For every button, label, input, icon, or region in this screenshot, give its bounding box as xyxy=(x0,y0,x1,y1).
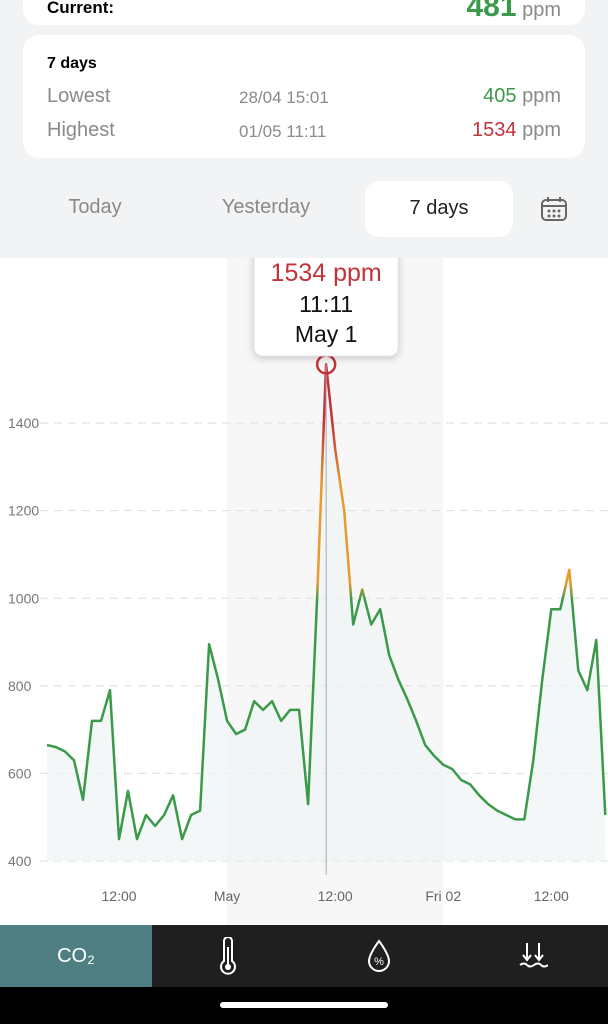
row-time: 01/05 11:11 xyxy=(239,122,327,141)
y-tick-label: 800 xyxy=(8,678,32,694)
humidity-icon[interactable]: % xyxy=(366,939,392,973)
chart: 400 600 800 1000 1200 1400 12:00 May 12:00 Fri 02… xyxy=(0,258,608,925)
svg-text:%: % xyxy=(374,956,384,968)
unit: ppm xyxy=(522,85,561,107)
tooltip-value: 1534 ppm xyxy=(271,259,382,287)
current-card: Current: 481 ppm xyxy=(23,0,585,25)
x-tick-label: Fri 02 xyxy=(425,888,461,904)
tooltip-box xyxy=(253,258,399,357)
home-indicator[interactable] xyxy=(220,1002,388,1008)
y-tick-label: 1000 xyxy=(8,590,39,606)
tab-label: 7 days xyxy=(409,197,469,219)
calendar-icon[interactable] xyxy=(540,196,568,222)
current-label: Current: xyxy=(47,0,115,17)
y-tick-label: 400 xyxy=(8,853,32,869)
row-label: Lowest xyxy=(47,85,111,107)
row-time: 28/04 15:01 xyxy=(239,88,329,107)
row-reading: 405 ppm xyxy=(483,85,561,108)
series-line xyxy=(46,363,607,841)
y-tick-label: 600 xyxy=(8,765,32,781)
x-tick-label: 12:00 xyxy=(318,888,353,904)
tab-selected[interactable]: 7 days xyxy=(365,181,513,237)
y-tick-label: 1400 xyxy=(8,415,39,431)
bottom-nav: CO₂ % xyxy=(0,925,608,987)
x-tick-label: 12:00 xyxy=(102,888,137,904)
x-tick-label: 12:00 xyxy=(534,888,569,904)
tab[interactable]: Today xyxy=(68,196,122,218)
row-value: 405 xyxy=(483,85,517,107)
unit: ppm xyxy=(522,119,561,141)
x-tick-label: May xyxy=(214,888,240,904)
current-reading: 481 ppm xyxy=(466,0,561,24)
tooltip-time: 11:11 xyxy=(299,291,353,317)
period-label: 7 days xyxy=(47,55,97,72)
row-label: Highest xyxy=(47,119,115,141)
row-value: 1534 xyxy=(472,119,517,141)
nav-label: CO₂ xyxy=(57,945,95,967)
y-tick-label: 1200 xyxy=(8,503,39,519)
summary-card: 7 days Lowest 28/04 15:01 405 ppm Highes… xyxy=(23,35,585,158)
row-reading: 1534 ppm xyxy=(472,119,561,142)
nav-co2[interactable]: CO₂ xyxy=(0,925,152,987)
temperature-icon[interactable] xyxy=(216,937,240,975)
tab[interactable]: Yesterday xyxy=(221,196,311,218)
tooltip-date: May 1 xyxy=(295,321,358,347)
pressure-icon[interactable] xyxy=(518,941,548,971)
unit: ppm xyxy=(522,0,561,21)
current-value: 481 xyxy=(466,0,517,23)
system-bar xyxy=(0,987,608,1024)
